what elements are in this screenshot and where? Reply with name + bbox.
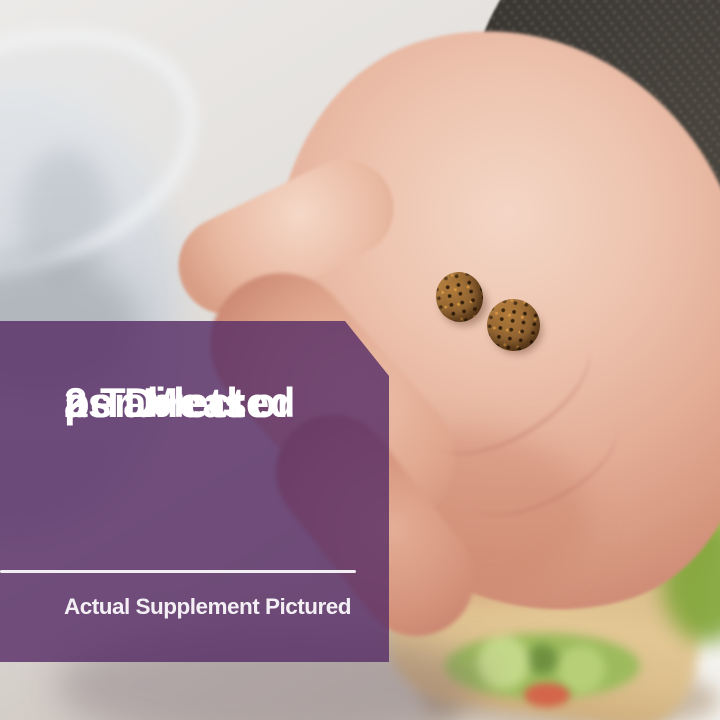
tomato-bit xyxy=(524,683,570,707)
heading-line-3: as Directed xyxy=(64,379,296,426)
heading-line-2: per Meal or xyxy=(64,379,294,426)
divider-line xyxy=(0,570,356,573)
purple-overlay-panel xyxy=(0,321,389,662)
heading-line-1: 2 Tablets xyxy=(64,379,248,426)
caption-text: Actual Supplement Pictured xyxy=(64,594,352,619)
lettuce-filling xyxy=(445,633,640,699)
